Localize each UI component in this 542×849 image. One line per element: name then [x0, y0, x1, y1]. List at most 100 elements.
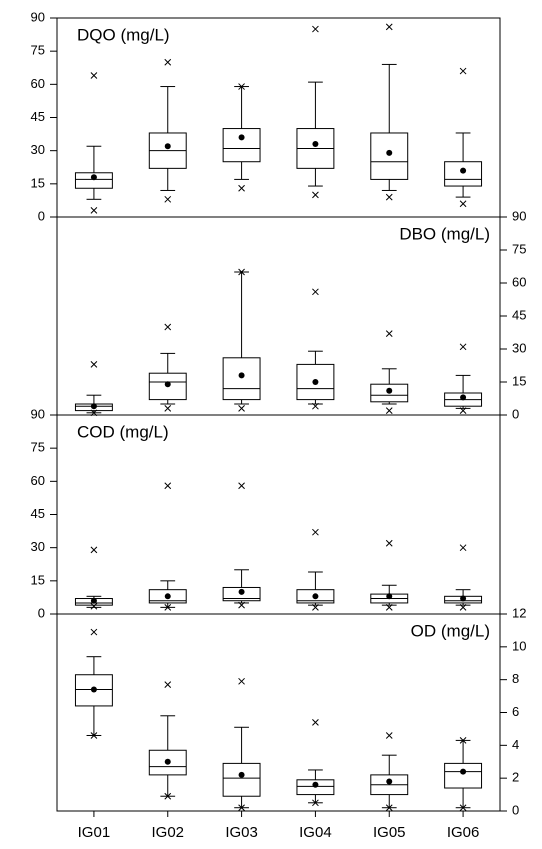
extreme-marker — [164, 323, 172, 331]
extreme-marker — [90, 207, 98, 214]
mean — [238, 771, 245, 778]
y-tick-label: 60 — [31, 76, 45, 91]
y-tick-label: 75 — [31, 440, 45, 455]
y-tick-label: 0 — [512, 406, 519, 421]
x-tick-label: IG06 — [447, 824, 480, 841]
panel-frame — [56, 216, 501, 416]
extreme-marker — [385, 23, 393, 31]
panel-title: COD (mg/L) — [77, 422, 169, 441]
extreme-marker — [90, 72, 98, 79]
extreme-marker — [312, 604, 319, 611]
box — [296, 589, 335, 604]
y-tick-label: 30 — [31, 539, 45, 554]
y-tick-label: 45 — [31, 506, 45, 521]
mean — [238, 588, 245, 595]
box — [444, 161, 483, 187]
extreme-marker — [238, 83, 245, 90]
box — [296, 363, 335, 401]
box — [74, 674, 113, 707]
y-tick-label: 8 — [512, 671, 519, 686]
mean — [460, 768, 467, 775]
extreme-marker — [90, 546, 98, 554]
extreme-marker — [385, 539, 393, 547]
extreme-marker — [90, 732, 98, 739]
y-tick-label: 90 — [512, 208, 526, 223]
mean — [386, 778, 393, 785]
extreme-marker — [459, 544, 467, 552]
y-tick-label: 60 — [512, 274, 526, 289]
y-tick-label: 30 — [512, 340, 526, 355]
y-tick-label: 45 — [31, 109, 45, 124]
extreme-marker — [459, 804, 467, 812]
y-tick-label: 15 — [512, 373, 526, 388]
x-tick-label: IG04 — [299, 824, 332, 841]
mean — [164, 381, 171, 388]
mean — [238, 134, 245, 141]
extreme-marker — [385, 330, 393, 337]
extreme-marker — [238, 677, 245, 685]
extreme-marker — [459, 737, 467, 744]
extreme-marker — [312, 191, 319, 199]
y-tick-label: 12 — [512, 605, 526, 620]
extreme-marker — [164, 58, 172, 66]
y-tick-label: 75 — [31, 43, 45, 58]
mean — [386, 149, 393, 156]
box — [444, 762, 483, 789]
mean — [90, 403, 97, 410]
extreme-marker — [238, 184, 245, 192]
extreme-marker — [312, 718, 319, 726]
extreme-marker — [312, 799, 319, 807]
y-tick-label: 15 — [31, 175, 45, 190]
y-tick-label: 15 — [31, 572, 45, 587]
panel-frame — [56, 414, 501, 615]
extreme-marker — [312, 402, 319, 410]
y-tick-label: 90 — [31, 9, 45, 24]
mean — [164, 593, 171, 600]
extreme-marker — [312, 528, 319, 536]
mean — [312, 379, 319, 385]
x-tick-label: IG03 — [225, 824, 258, 841]
extreme-marker — [90, 628, 98, 636]
extreme-marker — [459, 200, 467, 208]
extreme-marker — [164, 604, 172, 611]
box — [222, 762, 261, 797]
box — [74, 172, 113, 189]
box — [370, 383, 409, 403]
y-tick-label: 45 — [512, 307, 526, 322]
y-tick-label: 90 — [31, 406, 45, 421]
extreme-marker — [459, 343, 467, 351]
mean — [386, 593, 393, 600]
extreme-marker — [459, 67, 467, 75]
mean — [386, 387, 393, 394]
y-tick-label: 6 — [512, 704, 519, 719]
panel-title: DBO (mg/L) — [399, 224, 490, 243]
box — [148, 749, 187, 776]
extreme-marker — [238, 405, 245, 412]
mean — [312, 781, 319, 788]
mean — [164, 758, 171, 765]
extreme-marker — [385, 604, 393, 611]
mean — [90, 174, 97, 181]
box — [370, 132, 409, 180]
panel-title: OD (mg/L) — [411, 621, 490, 640]
box — [222, 357, 261, 401]
extreme-marker — [90, 602, 98, 610]
mean — [460, 595, 467, 602]
extreme-marker — [238, 268, 245, 276]
y-tick-label: 4 — [512, 737, 519, 752]
extreme-marker — [385, 407, 393, 414]
extreme-marker — [90, 361, 98, 368]
extreme-marker — [164, 792, 172, 800]
panel-frame — [56, 17, 501, 218]
y-tick-label: 30 — [31, 142, 45, 157]
extreme-marker — [385, 804, 393, 812]
y-tick-label: 0 — [38, 605, 45, 620]
box — [296, 779, 335, 796]
mean — [312, 593, 319, 600]
extreme-marker — [164, 195, 172, 203]
extreme-marker — [164, 405, 172, 412]
mean — [312, 141, 319, 148]
mean — [460, 167, 467, 174]
mean — [90, 597, 97, 604]
